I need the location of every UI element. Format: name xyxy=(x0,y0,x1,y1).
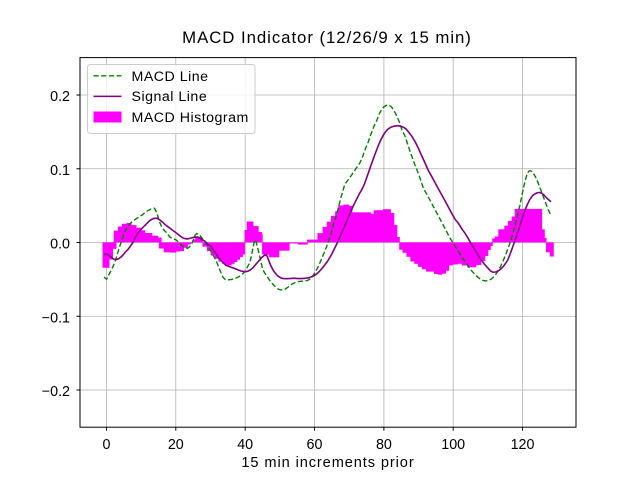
svg-text:MACD Histogram: MACD Histogram xyxy=(132,110,249,126)
svg-text:MACD Line: MACD Line xyxy=(132,69,209,85)
svg-text:MACD Indicator (12/26/9 x 15 m: MACD Indicator (12/26/9 x 15 min) xyxy=(182,28,472,47)
svg-text:Signal Line: Signal Line xyxy=(132,89,208,105)
svg-text:60: 60 xyxy=(307,437,323,453)
svg-text:100: 100 xyxy=(441,437,465,453)
svg-text:15 min increments prior: 15 min increments prior xyxy=(241,455,414,471)
svg-text:0.2: 0.2 xyxy=(50,89,70,105)
svg-text:40: 40 xyxy=(237,437,253,453)
svg-text:0.0: 0.0 xyxy=(50,237,70,253)
svg-text:20: 20 xyxy=(168,437,184,453)
svg-text:−0.2: −0.2 xyxy=(42,384,70,400)
svg-text:0: 0 xyxy=(103,437,111,453)
svg-text:120: 120 xyxy=(511,437,535,453)
svg-text:80: 80 xyxy=(376,437,392,453)
svg-text:0.1: 0.1 xyxy=(50,163,70,179)
svg-text:−0.1: −0.1 xyxy=(42,310,70,326)
